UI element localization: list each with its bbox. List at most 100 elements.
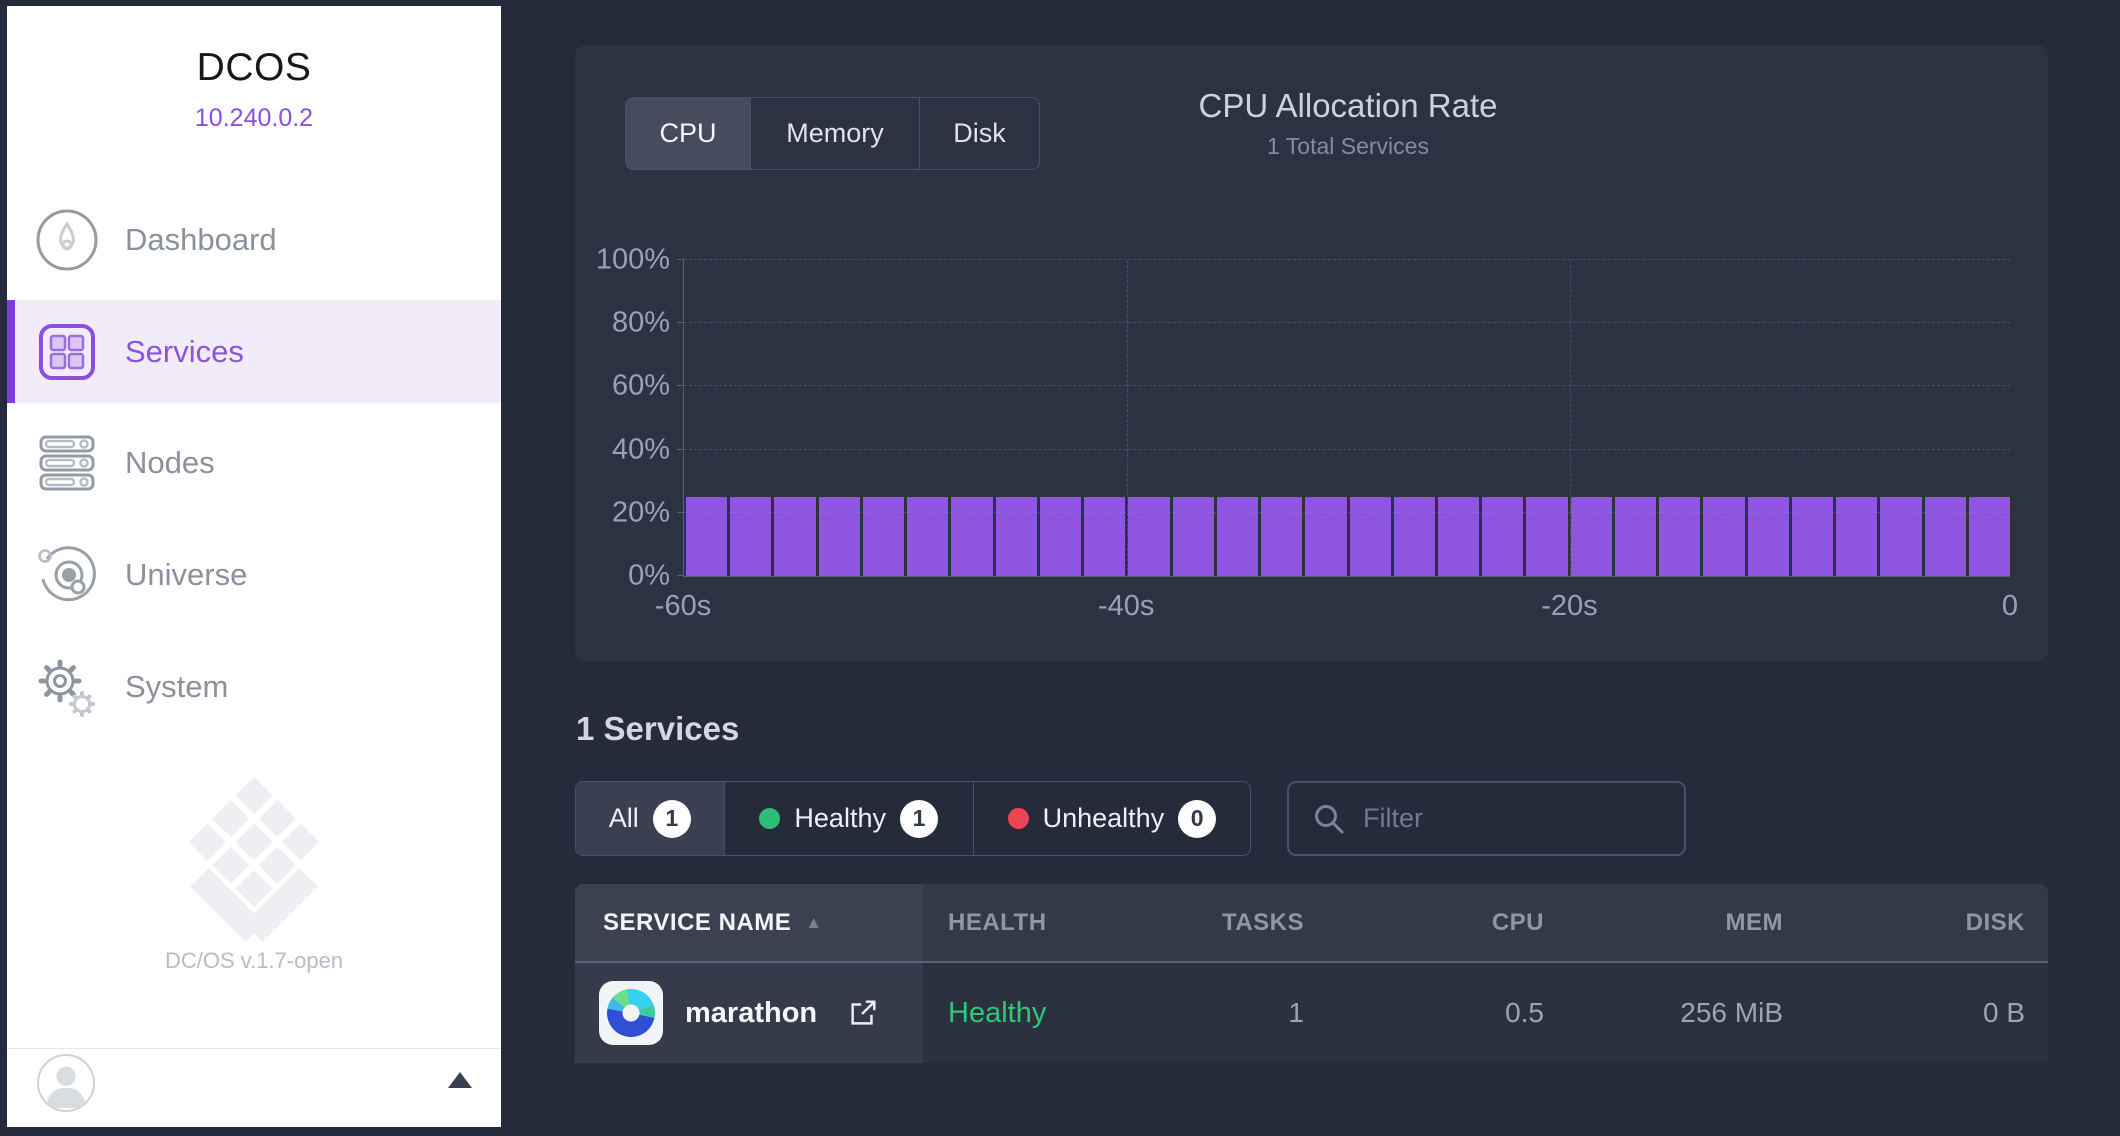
- bar: [1968, 497, 2011, 576]
- y-tick-label: 40%: [611, 433, 670, 466]
- column-header-tasks[interactable]: TASKS: [1221, 908, 1304, 936]
- y-tick: [677, 259, 684, 260]
- health-cell: Healthy: [923, 963, 1195, 1063]
- y-gridline: [684, 259, 2010, 260]
- grid-icon: [35, 320, 99, 384]
- x-tick-label: -40s: [1097, 590, 1155, 622]
- count-badge: 1: [899, 799, 938, 838]
- bar: [995, 497, 1037, 576]
- sidebar-item-label: Universe: [125, 557, 248, 592]
- mem-cell: 256 MiB: [1680, 997, 1783, 1028]
- tab-disk[interactable]: Disk: [953, 118, 1006, 148]
- tasks-cell: 1: [1288, 997, 1304, 1028]
- servers-icon: [35, 431, 99, 495]
- y-tick-label: 100%: [595, 243, 670, 276]
- column-header-cpu[interactable]: CPU: [1491, 908, 1544, 936]
- collapse-sidebar-button[interactable]: [448, 1072, 472, 1088]
- sidebar-item-dashboard[interactable]: Dashboard: [7, 203, 501, 277]
- unhealthy-dot-icon: [1007, 808, 1029, 829]
- y-tick: [677, 448, 684, 450]
- y-tick-label: 20%: [611, 496, 670, 529]
- bar: [1703, 497, 1745, 576]
- filter-healthy[interactable]: Healthy 1: [725, 782, 974, 855]
- sidebar-item-label: System: [125, 669, 229, 704]
- health-filter-group: All 1 Healthy 1 Unhealthy 0: [575, 781, 1251, 856]
- bar: [1349, 497, 1391, 576]
- gears-icon: [35, 655, 99, 719]
- x-tick-label: 0: [2001, 590, 2019, 622]
- table-header: SERVICE NAME ▲ HEALTH TASKS CPU MEM DISK: [575, 884, 2048, 963]
- bar: [1172, 497, 1214, 576]
- filter-label: Healthy: [794, 803, 886, 833]
- y-tick-label: 0%: [628, 559, 670, 592]
- sort-asc-icon: ▲: [805, 912, 823, 932]
- count-badge: 0: [1178, 799, 1217, 838]
- version-label: DC/OS v.1.7-open: [164, 948, 344, 973]
- bar: [1393, 497, 1435, 576]
- sidebar-item-universe[interactable]: Universe: [7, 538, 501, 612]
- sidebar-item-nodes[interactable]: Nodes: [7, 426, 501, 500]
- healthy-dot-icon: [759, 808, 781, 829]
- sidebar-item-services[interactable]: Services: [7, 300, 501, 403]
- count-badge: 1: [652, 799, 691, 838]
- services-table: SERVICE NAME ▲ HEALTH TASKS CPU MEM DISK…: [575, 884, 2048, 1063]
- bar: [1437, 497, 1480, 576]
- sidebar: DCOS 10.240.0.2 Dashboard: [7, 6, 501, 1127]
- tab-cpu[interactable]: CPU: [626, 98, 751, 169]
- filter-all[interactable]: All 1: [576, 782, 725, 855]
- column-header-health[interactable]: HEALTH: [948, 908, 1047, 936]
- sidebar-item-label: Dashboard: [125, 222, 277, 257]
- marathon-icon: [599, 981, 663, 1045]
- bar: [1039, 497, 1082, 576]
- sidebar-item-system[interactable]: System: [7, 649, 501, 725]
- column-header-disk[interactable]: DISK: [1965, 908, 2025, 936]
- search-input[interactable]: [1363, 803, 1663, 834]
- y-tick: [677, 322, 684, 324]
- resource-tabs: CPU Memory Disk: [625, 97, 1040, 170]
- search-icon: [1315, 804, 1344, 833]
- sidebar-item-label: Services: [125, 333, 244, 369]
- x-tick-label: -20s: [1541, 590, 1598, 622]
- chart-subtitle: 1 Total Services: [1267, 133, 1429, 159]
- filter-label: Unhealthy: [1042, 803, 1165, 833]
- x-axis-labels: -60s -40s -20s 0: [655, 590, 2018, 630]
- chart-header: CPU Allocation Rate 1 Total Services: [1199, 87, 1498, 160]
- sidebar-item-label: Nodes: [125, 445, 215, 480]
- bar: [1570, 497, 1612, 576]
- bar: [818, 497, 860, 576]
- y-tick-label: 60%: [611, 369, 670, 402]
- x-gridline: [1126, 260, 1128, 576]
- bar: [1614, 497, 1657, 576]
- service-name: marathon: [685, 996, 818, 1029]
- bar: [1084, 497, 1126, 576]
- bar: [1659, 497, 1701, 576]
- y-tick: [677, 511, 684, 513]
- column-header-mem[interactable]: MEM: [1725, 908, 1783, 936]
- bar: [686, 497, 728, 576]
- cluster-ip[interactable]: 10.240.0.2: [194, 104, 314, 132]
- user-avatar[interactable]: [37, 1054, 95, 1112]
- bar: [1791, 497, 1834, 576]
- filter-unhealthy[interactable]: Unhealthy 0: [974, 782, 1250, 855]
- table-row[interactable]: marathon Healthy 1 0.5 256 MiB 0 B: [575, 963, 2048, 1063]
- external-link-icon[interactable]: [847, 997, 879, 1029]
- column-header-service-name[interactable]: SERVICE NAME ▲: [575, 884, 923, 961]
- chart-title: CPU Allocation Rate: [1198, 87, 1498, 124]
- bar: [1305, 497, 1347, 576]
- tab-memory[interactable]: Memory: [751, 98, 920, 169]
- dcos-logo: [7, 776, 501, 942]
- bar: [1482, 497, 1524, 576]
- bar: [730, 497, 772, 576]
- cpu-allocation-chart: 0% 20% 40% 60% 80% 100%: [596, 244, 2011, 592]
- bar: [1836, 497, 1878, 576]
- bar: [1261, 497, 1303, 576]
- y-gridline: [684, 511, 2010, 513]
- bar: [1924, 497, 1966, 576]
- cluster-title: DCOS: [196, 46, 312, 89]
- allocation-chart-panel: CPU Memory Disk CPU Allocation Rate 1 To…: [575, 45, 2048, 661]
- bar: [1128, 497, 1170, 576]
- x-tick-label: -60s: [654, 590, 712, 622]
- sidebar-user-row: [7, 1052, 501, 1127]
- bars: [686, 260, 2011, 576]
